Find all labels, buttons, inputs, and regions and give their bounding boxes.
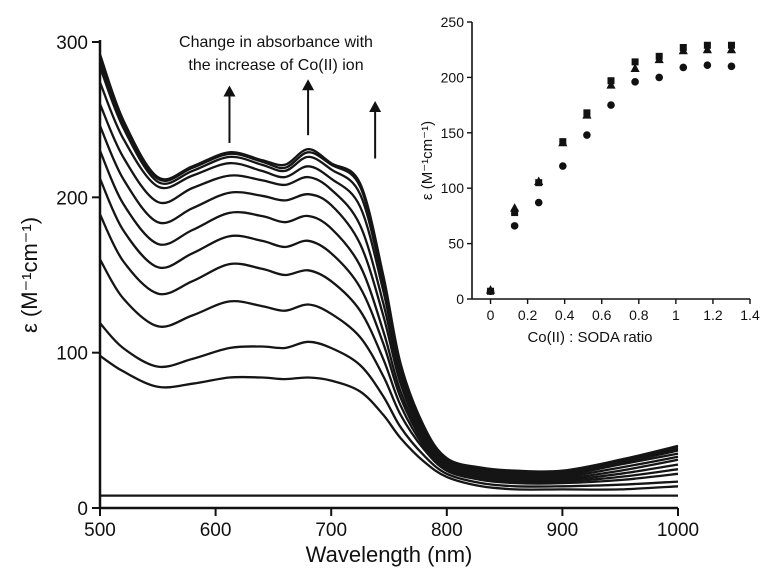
main-x-axis-title: Wavelength (nm) xyxy=(306,542,473,567)
inset-x-tick-label: 0.8 xyxy=(629,307,649,323)
annotation-line-1: Change in absorbance with xyxy=(179,34,373,51)
arrow-head xyxy=(369,101,382,113)
inset-x-axis-title: Co(II) : SODA ratio xyxy=(527,329,652,346)
inset-point-circle xyxy=(655,73,663,82)
inset-point-circle xyxy=(559,162,567,170)
increase-arrows xyxy=(223,79,382,159)
inset-point-square xyxy=(583,109,591,117)
inset-x-tick-label: 0 xyxy=(487,307,495,323)
inset-x-tick-label: 0.4 xyxy=(555,307,575,323)
inset-y-tick-label: 200 xyxy=(441,69,465,85)
spectrum-line-7 xyxy=(98,150,679,481)
spectrum-line-10 xyxy=(98,81,679,476)
inset-point-triangle xyxy=(630,63,640,73)
spectrum-line-11 xyxy=(98,66,679,475)
inset-point-circle xyxy=(534,198,543,207)
main-x-tick-label: 800 xyxy=(431,520,463,541)
inset-points xyxy=(485,41,737,296)
inset-point-square xyxy=(727,41,735,49)
inset-point-circle xyxy=(583,131,591,139)
spectrum-line-6 xyxy=(98,178,679,482)
inset-point-square xyxy=(487,287,495,295)
inset-y-tick-label: 0 xyxy=(456,291,464,307)
spectrum-lines xyxy=(98,54,679,497)
spectrum-line-2 xyxy=(99,354,679,491)
spectrum-line-12 xyxy=(98,60,679,475)
spectrum-line-3 xyxy=(99,322,679,488)
inset-point-triangle xyxy=(726,44,737,54)
inset-x-tick-label: 1 xyxy=(672,307,680,323)
spectrum-line-4 xyxy=(99,258,679,485)
inset-point-square xyxy=(631,58,639,66)
inset-point-circle xyxy=(631,78,639,86)
inset-ticks: 0 0.2 0.4 0.6 0.8 1 1.2 1.4 0 50 100 150 200 250 xyxy=(441,14,760,323)
inset-point-circle xyxy=(510,222,519,230)
main-y-axis-title: ε (M⁻¹cm⁻¹) xyxy=(17,217,42,333)
inset-point-triangle xyxy=(702,44,712,54)
inset-point-circle xyxy=(703,61,712,70)
main-y-tick-label: 300 xyxy=(56,33,88,54)
spectrum-line-9 xyxy=(98,103,679,478)
inset-point-circle xyxy=(607,101,615,109)
inset-y-tick-label: 250 xyxy=(441,14,465,30)
inset-point-square xyxy=(511,209,519,217)
inset-point-square xyxy=(535,179,543,187)
main-axes xyxy=(98,40,678,510)
annotation-line-2: the increase of Co(II) ion xyxy=(188,57,363,74)
inset-axes xyxy=(471,22,750,300)
spectrum-line-5 xyxy=(98,213,679,484)
main-y-tick-label: 200 xyxy=(56,188,88,209)
inset-x-tick-label: 0.6 xyxy=(592,307,612,323)
inset-x-tick-label: 1.4 xyxy=(740,307,760,323)
absorbance-annotation: Change in absorbance with the increase o… xyxy=(179,34,373,74)
main-y-tick-label: 0 xyxy=(77,499,88,520)
spectrum-line-8 xyxy=(98,125,679,479)
main-x-tick-label: 900 xyxy=(547,520,579,541)
inset-y-axis-title: ε (M⁻¹cm⁻¹) xyxy=(419,121,436,200)
inset-point-square xyxy=(655,52,663,60)
arrow-head xyxy=(223,85,236,97)
main-x-tick-label: 700 xyxy=(315,520,347,541)
inset-point-circle xyxy=(727,62,736,71)
main-y-tick-label: 100 xyxy=(56,344,88,365)
inset-point-square xyxy=(607,77,615,85)
main-x-tick-label: 500 xyxy=(84,520,116,541)
inset-point-square xyxy=(703,41,711,49)
inset-y-tick-label: 100 xyxy=(441,180,465,196)
inset-x-tick-label: 1.2 xyxy=(703,307,723,323)
inset-titration-chart: 0 0.2 0.4 0.6 0.8 1 1.2 1.4 0 50 100 150 200 250 Co(I… xyxy=(419,14,760,346)
main-x-tick-label: 600 xyxy=(200,520,232,541)
main-x-tick-label: 1000 xyxy=(657,520,699,541)
inset-y-tick-label: 50 xyxy=(448,236,464,252)
inset-point-square xyxy=(679,43,687,51)
spectrum-line-13 xyxy=(98,54,679,473)
inset-y-tick-label: 150 xyxy=(441,125,465,141)
inset-point-square xyxy=(559,138,567,146)
inset-point-circle xyxy=(679,63,688,72)
inset-point-triangle xyxy=(606,80,616,89)
arrow-head xyxy=(302,79,315,91)
inset-x-tick-label: 0.2 xyxy=(518,307,538,323)
